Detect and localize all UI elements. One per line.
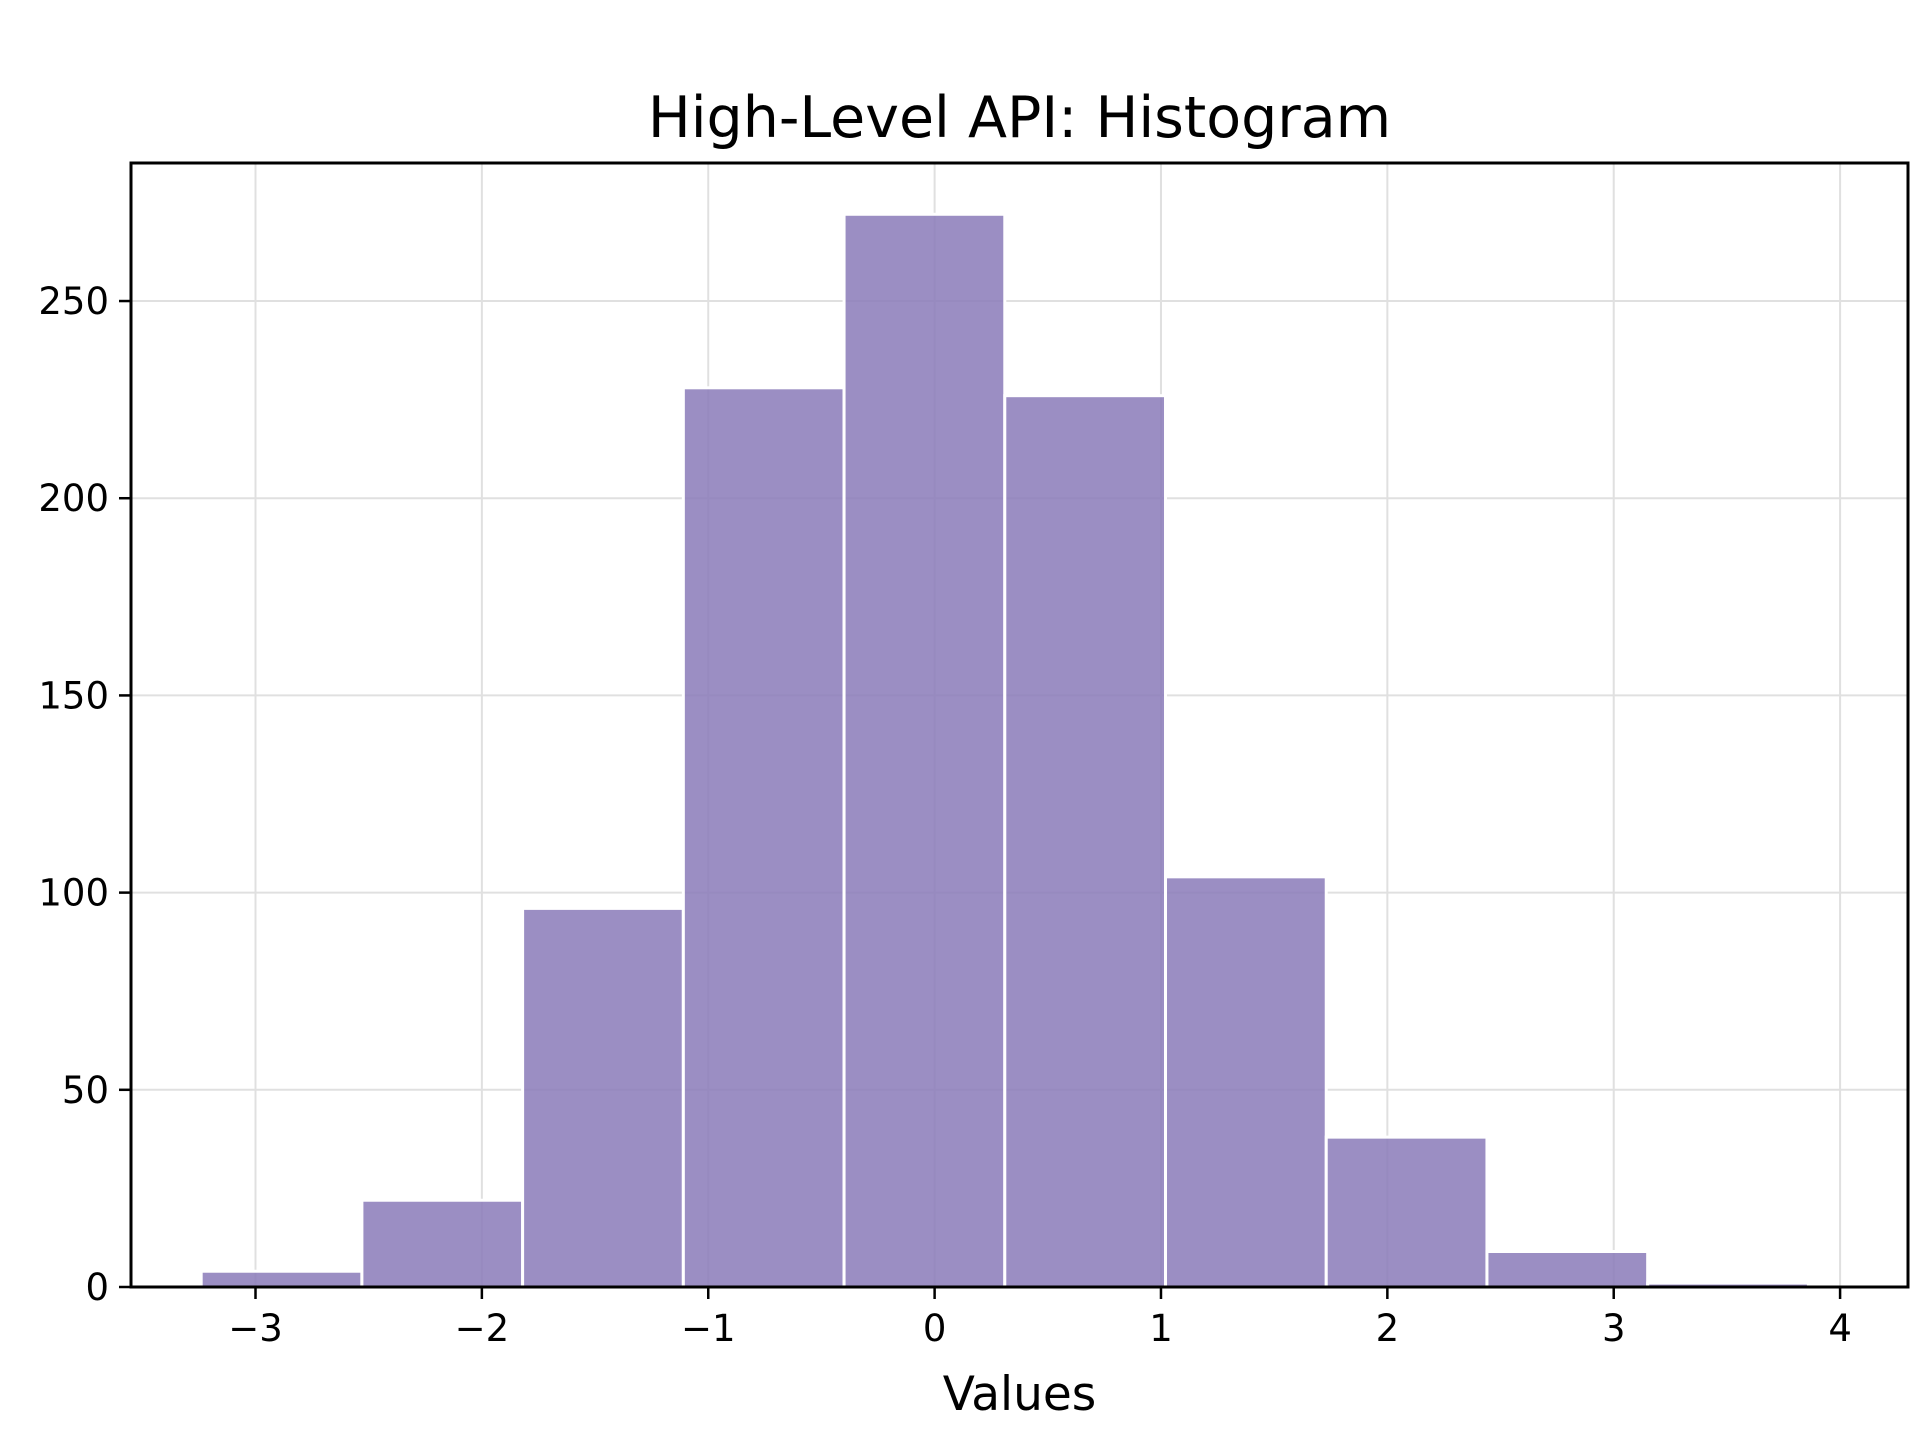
x-tick-label: 4 xyxy=(1828,1307,1852,1350)
x-tick-label: 1 xyxy=(1149,1307,1173,1350)
x-tick-label: −3 xyxy=(228,1307,283,1350)
histogram-bar xyxy=(360,1198,525,1289)
x-tick-label: 3 xyxy=(1602,1307,1626,1350)
x-tick-label: 0 xyxy=(923,1307,947,1350)
histogram-bar xyxy=(521,906,685,1289)
histogram-bar xyxy=(1485,1250,1650,1289)
chart-title: High-Level API: Histogram xyxy=(648,85,1391,151)
y-tick-label: 100 xyxy=(38,872,109,915)
histogram-bar xyxy=(1003,394,1168,1289)
y-tick-label: 50 xyxy=(62,1069,109,1112)
histogram-bar xyxy=(681,386,846,1289)
ticks-layer: −3 −2 −1 0 1 2 3 4 0 50 100 150 200 250 xyxy=(38,280,1851,1350)
y-tick-label: 150 xyxy=(38,674,109,717)
histogram-bar xyxy=(1164,875,1328,1289)
x-axis-title: Values xyxy=(943,1367,1097,1422)
y-tick-label: 250 xyxy=(38,280,109,323)
y-tick-label: 0 xyxy=(85,1266,109,1309)
x-tick-label: 2 xyxy=(1376,1307,1400,1350)
bars-layer xyxy=(199,212,1810,1289)
x-tick-label: −2 xyxy=(455,1307,510,1350)
y-tick-label: 200 xyxy=(38,477,109,520)
histogram-bar xyxy=(1324,1135,1489,1289)
x-tick-label: −1 xyxy=(681,1307,736,1350)
axes-frame xyxy=(129,161,1910,1289)
histogram-bar xyxy=(199,1269,364,1289)
histogram-bar xyxy=(842,212,1007,1289)
